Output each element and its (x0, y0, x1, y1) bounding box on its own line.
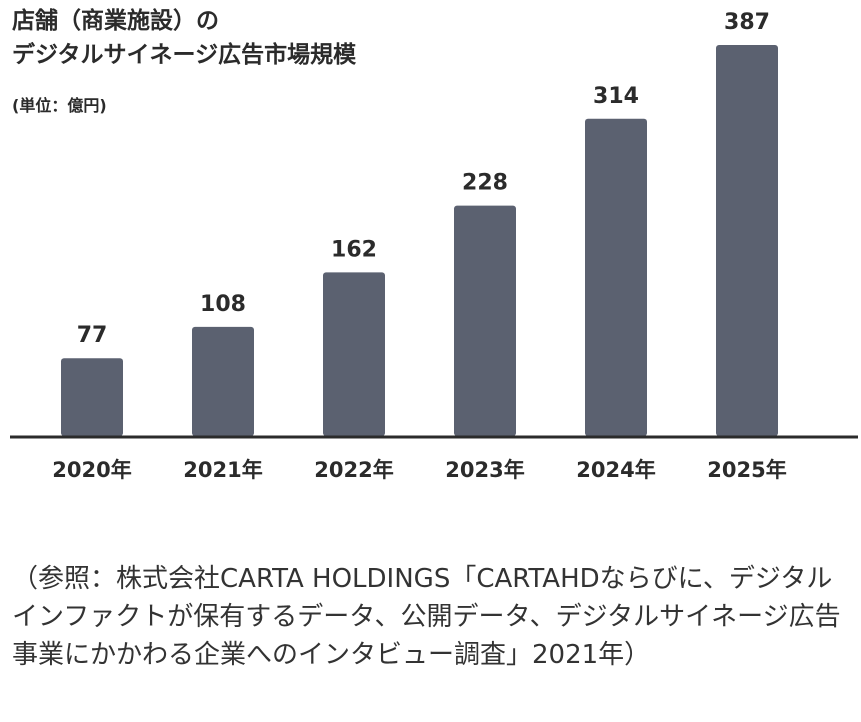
value-label-4: 314 (593, 84, 639, 109)
source-caption: （参照：株式会社CARTA HOLDINGS「CARTAHDならびに、デジタルイ… (12, 564, 841, 670)
bar-1 (192, 326, 254, 436)
category-label-2: 2022年 (314, 458, 393, 482)
chart-title-line2: デジタルサイネージ広告市場規模 (12, 42, 357, 68)
chart-title-line1: 店舗（商業施設）の (12, 8, 219, 34)
category-label-5: 2025年 (707, 458, 786, 482)
bar-5 (716, 45, 778, 436)
bar-chart: 77 2020年 108 2021年 162 2022年 228 2023年 314 2024年 3… (10, 10, 858, 482)
category-label-0: 2020年 (52, 458, 131, 482)
value-label-0: 77 (77, 323, 108, 348)
bar-3 (454, 205, 516, 436)
category-label-1: 2021年 (183, 458, 262, 482)
value-label-5: 387 (724, 10, 770, 35)
category-label-4: 2024年 (576, 458, 655, 482)
unit-label: (単位：億円) (12, 96, 107, 115)
category-label-3: 2023年 (445, 458, 524, 482)
value-label-3: 228 (462, 171, 508, 196)
bar-0 (61, 358, 123, 436)
bar-2 (323, 272, 385, 436)
bar-4 (585, 118, 647, 437)
chart-title: 店舗（商業施設）の デジタルサイネージ広告市場規模 (12, 4, 356, 72)
value-label-2: 162 (331, 237, 377, 262)
value-label-1: 108 (200, 292, 246, 317)
